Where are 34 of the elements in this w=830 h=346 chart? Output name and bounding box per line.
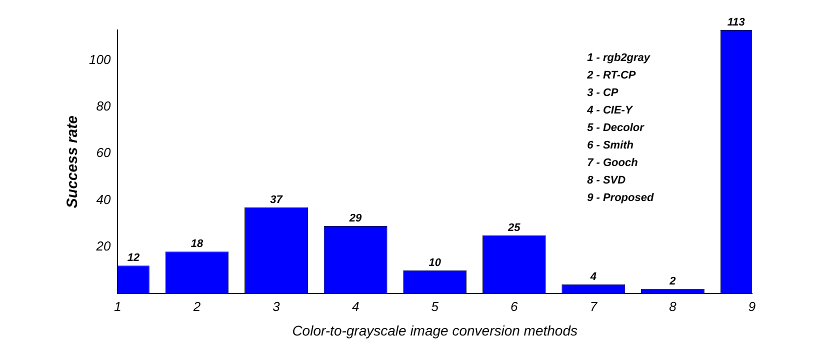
- y-axis-title: Success rate: [64, 116, 82, 208]
- y-tick-label: 20: [95, 238, 112, 254]
- annotation: 7 - Gooch: [587, 157, 638, 170]
- x-tick-label: 4: [352, 299, 360, 314]
- x-tick-label: 5: [431, 299, 440, 314]
- x-tick-label: 1: [114, 299, 122, 314]
- y-tick-label: 80: [96, 98, 112, 114]
- data-label: 18: [190, 238, 204, 250]
- data-label: 4: [589, 270, 596, 283]
- x-tick-label: 8: [669, 299, 678, 314]
- data-label: 12: [127, 252, 140, 264]
- data-label: 113: [727, 16, 745, 29]
- data-label: 29: [348, 212, 363, 224]
- data-label: 25: [507, 222, 522, 234]
- y-tick-label: 40: [96, 192, 112, 207]
- data-label: 37: [270, 194, 284, 206]
- x-tick-label: 2: [192, 299, 202, 314]
- x-tick-label: 7: [590, 299, 598, 314]
- y-tick-label: 100: [88, 52, 112, 67]
- annotation: 9 - Proposed: [587, 192, 654, 204]
- annotation: 4 - CIE-Y: [586, 104, 634, 117]
- x-tick-label: 3: [272, 299, 281, 314]
- annotation: 3 - CP: [587, 87, 619, 100]
- annotation: 2 - RT-CP: [586, 70, 636, 82]
- data-label: 10: [428, 256, 442, 269]
- annotation: 8 - SVD: [587, 174, 626, 187]
- y-tick-label: 60: [96, 145, 112, 160]
- x-tick-label: 9: [748, 299, 756, 314]
- annotation: 6 - Smith: [587, 140, 634, 152]
- annotation: 5 - Decolor: [587, 122, 645, 134]
- annotation: 1 - rgb2gray: [587, 52, 651, 64]
- data-label: 2: [668, 275, 676, 288]
- x-axis-title: Color-to-grayscale image conversion methods: [292, 322, 578, 338]
- x-tick-label: 6: [510, 299, 519, 314]
